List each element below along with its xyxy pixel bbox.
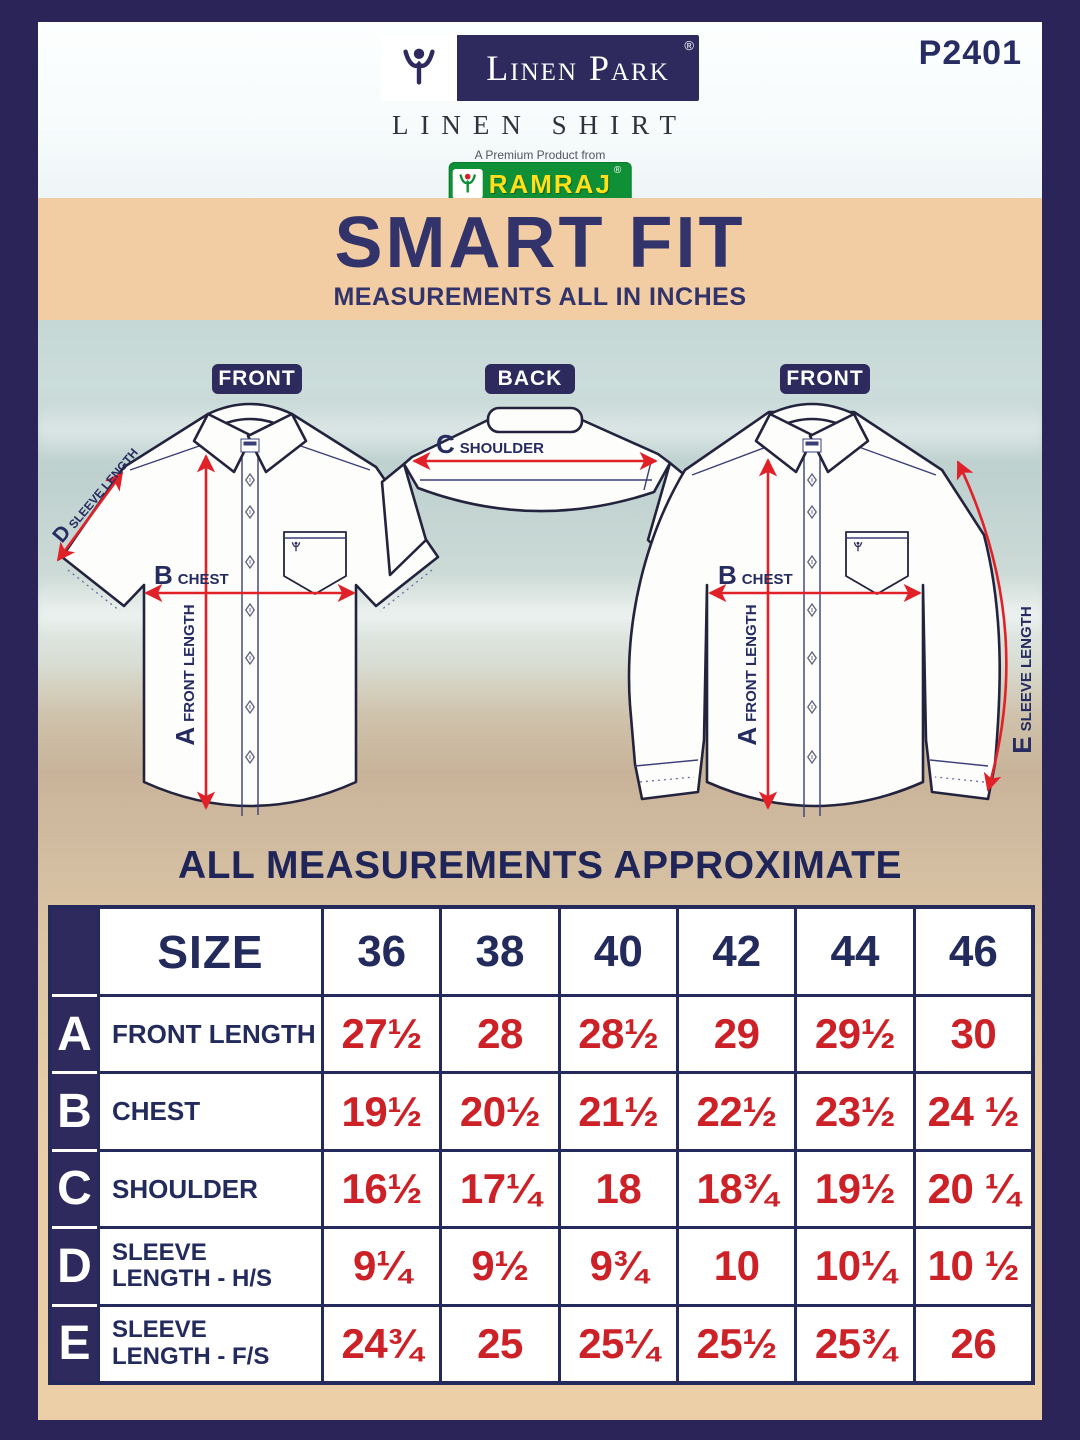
row-letter: D xyxy=(52,1226,97,1304)
size-value-cell: 10 xyxy=(676,1226,795,1304)
row-label: FRONT LENGTH xyxy=(97,994,321,1072)
size-value-cell: 20 ¼ xyxy=(912,1148,1031,1227)
brand-name: Linen Park xyxy=(486,48,670,88)
size-value-cell: 27½ xyxy=(321,994,440,1072)
row-letter: A xyxy=(52,994,97,1072)
ramraj-person-icon xyxy=(452,169,483,199)
header: Linen Park ® LINEN SHIRT A Premium Produ… xyxy=(38,22,1042,206)
smart-fit-banner: SMART FIT MEASUREMENTS ALL IN INCHES xyxy=(38,198,1042,320)
row-label: SLEEVE LENGTH - F/S xyxy=(97,1303,321,1381)
banner-title: SMART FIT xyxy=(334,202,746,283)
size-corner-label: SIZE xyxy=(97,909,321,994)
size-header-cell: 42 xyxy=(676,909,795,994)
linen-park-logo: Linen Park ® xyxy=(381,35,699,101)
size-value-cell: 29 xyxy=(676,994,795,1072)
linen-park-person-icon xyxy=(381,35,457,101)
size-value-cell: 16½ xyxy=(321,1148,440,1227)
ramraj-registered-mark: ® xyxy=(613,165,622,176)
size-value-cell: 22½ xyxy=(676,1071,795,1149)
shirt-front-half-sleeve: B CHEST AFRONT LENGTH DSLEEVE LENGTH xyxy=(48,402,440,816)
ramraj-wordmark: RAMRAJ xyxy=(488,168,612,199)
size-value-cell: 17¼ xyxy=(439,1148,558,1227)
sleeve-length-label: ESLEEVE LENGTH xyxy=(1007,606,1037,753)
size-header-cell: 46 xyxy=(912,909,1031,994)
row-label: SLEEVE LENGTH - H/S xyxy=(97,1226,321,1304)
product-line-title: LINEN SHIRT xyxy=(391,110,689,140)
sleeve-length-arrow xyxy=(56,471,124,562)
view-badge-back: BACK xyxy=(485,364,575,394)
size-value-cell: 24¾ xyxy=(321,1303,440,1381)
size-table: SIZE 36 38 40 42 44 46 A FRONT LENGTH 27… xyxy=(48,905,1035,1385)
front-length-label: AFRONT LENGTH xyxy=(732,604,762,745)
registered-mark: ® xyxy=(684,38,694,53)
row-letter: C xyxy=(52,1148,97,1227)
chest-label: B CHEST xyxy=(718,560,793,590)
size-header-cell: 36 xyxy=(321,909,440,994)
size-value-cell: 25½ xyxy=(676,1303,795,1381)
size-value-cell: 21½ xyxy=(557,1071,676,1149)
size-value-cell: 9½ xyxy=(439,1226,558,1304)
size-value-cell: 20½ xyxy=(439,1071,558,1149)
size-value-cell: 25¼ xyxy=(557,1303,676,1381)
size-value-cell: 24 ½ xyxy=(912,1071,1031,1149)
size-value-cell: 28½ xyxy=(557,994,676,1072)
size-header-cell: 40 xyxy=(557,909,676,994)
view-badge-front-1: FRONT xyxy=(212,364,302,394)
size-value-cell: 26 xyxy=(912,1303,1031,1381)
shirt-front-full-sleeve: B CHEST AFRONT LENGTH ESLEEVE LENGTH xyxy=(627,402,1037,817)
beach-section: B CHEST AFRONT LENGTH DSLEEVE LENGTH C SHO… xyxy=(38,320,1042,1420)
size-value-cell: 9¾ xyxy=(557,1226,676,1304)
size-value-cell: 19½ xyxy=(321,1071,440,1149)
shirt-measurement-diagram: B CHEST AFRONT LENGTH DSLEEVE LENGTH C SHO… xyxy=(48,402,1037,817)
size-value-cell: 23½ xyxy=(794,1071,913,1149)
size-value-cell: 25 xyxy=(439,1303,558,1381)
row-letter: E xyxy=(52,1303,97,1381)
size-value-cell: 29½ xyxy=(794,994,913,1072)
front-length-label: AFRONT LENGTH xyxy=(170,604,200,745)
row-letter: B xyxy=(52,1071,97,1149)
size-value-cell: 18 xyxy=(557,1148,676,1227)
size-value-cell: 10¼ xyxy=(794,1226,913,1304)
size-value-cell: 10 ½ xyxy=(912,1226,1031,1304)
collar xyxy=(754,402,870,474)
shoulder-label: C SHOULDER xyxy=(436,429,544,459)
poster-content: Linen Park ® LINEN SHIRT A Premium Produ… xyxy=(38,22,1042,1420)
size-value-cell: 9¼ xyxy=(321,1226,440,1304)
sleeve-length-arrow xyxy=(956,460,1008,792)
banner-subtitle: MEASUREMENTS ALL IN INCHES xyxy=(333,282,747,311)
chest-label: B CHEST xyxy=(154,560,229,590)
size-value-cell: 18¾ xyxy=(676,1148,795,1227)
ramraj-logo: RAMRAJ ® xyxy=(448,162,632,206)
size-value-cell: 30 xyxy=(912,994,1031,1072)
size-value-cell: 28 xyxy=(439,994,558,1072)
size-header-cell: 44 xyxy=(794,909,913,994)
table-corner-letter-cell xyxy=(52,909,97,994)
size-header-cell: 38 xyxy=(439,909,558,994)
view-badge-front-2: FRONT xyxy=(780,364,870,394)
collar xyxy=(192,402,308,474)
size-value-cell: 25¾ xyxy=(794,1303,913,1381)
approximate-note: ALL MEASUREMENTS APPROXIMATE xyxy=(178,844,902,887)
premium-note: A Premium Product from xyxy=(474,148,606,162)
product-code: P2401 xyxy=(918,34,1022,72)
size-value-cell: 19½ xyxy=(794,1148,913,1227)
row-label: SHOULDER xyxy=(97,1148,321,1227)
row-label: CHEST xyxy=(97,1071,321,1149)
